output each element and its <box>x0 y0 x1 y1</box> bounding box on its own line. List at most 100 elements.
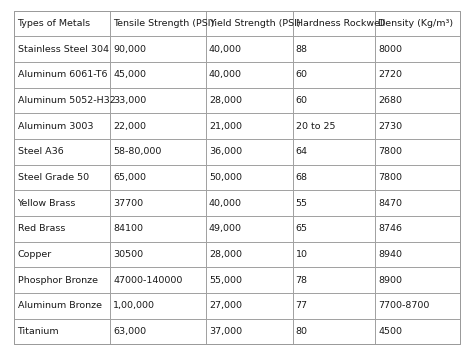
Bar <box>110 242 206 267</box>
Text: 90,000: 90,000 <box>113 45 146 54</box>
Bar <box>292 88 375 113</box>
Bar <box>14 139 110 165</box>
Text: Copper: Copper <box>18 250 52 259</box>
Text: Types of Metals: Types of Metals <box>18 19 91 28</box>
Bar <box>292 113 375 139</box>
Bar <box>375 113 460 139</box>
Text: 36,000: 36,000 <box>209 147 242 156</box>
Bar <box>206 11 292 36</box>
Text: 27,000: 27,000 <box>209 301 242 310</box>
Text: Phosphor Bronze: Phosphor Bronze <box>18 276 98 285</box>
Bar <box>206 113 292 139</box>
Text: 60: 60 <box>296 70 308 79</box>
Bar <box>292 139 375 165</box>
Text: 2730: 2730 <box>378 122 402 131</box>
Text: 88: 88 <box>296 45 308 54</box>
Text: Hardness Rockwell: Hardness Rockwell <box>296 19 385 28</box>
Bar <box>375 88 460 113</box>
Text: 65,000: 65,000 <box>113 173 146 182</box>
Bar <box>14 11 110 36</box>
Text: 37700: 37700 <box>113 199 144 208</box>
Bar <box>206 216 292 242</box>
Bar <box>14 36 110 62</box>
Text: 50,000: 50,000 <box>209 173 242 182</box>
Text: Aluminum 3003: Aluminum 3003 <box>18 122 93 131</box>
Text: 58-80,000: 58-80,000 <box>113 147 162 156</box>
Text: Steel Grade 50: Steel Grade 50 <box>18 173 89 182</box>
Bar <box>206 242 292 267</box>
Text: 33,000: 33,000 <box>113 96 146 105</box>
Text: 8900: 8900 <box>378 276 402 285</box>
Bar <box>375 293 460 319</box>
Bar <box>206 36 292 62</box>
Text: 7700-8700: 7700-8700 <box>378 301 429 310</box>
Text: 4500: 4500 <box>378 327 402 336</box>
Bar <box>292 165 375 190</box>
Bar <box>375 62 460 88</box>
Bar <box>292 11 375 36</box>
Bar <box>375 139 460 165</box>
Text: 2680: 2680 <box>378 96 402 105</box>
Text: 28,000: 28,000 <box>209 96 242 105</box>
Text: 22,000: 22,000 <box>113 122 146 131</box>
Text: 84100: 84100 <box>113 224 143 233</box>
Bar <box>110 293 206 319</box>
Bar <box>292 293 375 319</box>
Bar <box>292 36 375 62</box>
Bar <box>206 293 292 319</box>
Bar <box>292 62 375 88</box>
Text: 7800: 7800 <box>378 173 402 182</box>
Text: Red Brass: Red Brass <box>18 224 65 233</box>
Text: 65: 65 <box>296 224 308 233</box>
Bar <box>375 216 460 242</box>
Bar <box>292 242 375 267</box>
Text: 7800: 7800 <box>378 147 402 156</box>
Bar <box>375 242 460 267</box>
Bar <box>14 267 110 293</box>
Text: 8746: 8746 <box>378 224 402 233</box>
Bar <box>206 165 292 190</box>
Bar <box>292 216 375 242</box>
Text: 10: 10 <box>296 250 308 259</box>
Bar <box>110 319 206 344</box>
Text: Titanium: Titanium <box>18 327 59 336</box>
Text: 40,000: 40,000 <box>209 70 242 79</box>
Bar <box>110 36 206 62</box>
Bar <box>292 267 375 293</box>
Text: 49,000: 49,000 <box>209 224 242 233</box>
Text: Aluminum 5052-H32: Aluminum 5052-H32 <box>18 96 115 105</box>
Bar <box>14 293 110 319</box>
Bar <box>110 113 206 139</box>
Bar <box>110 88 206 113</box>
Text: 55,000: 55,000 <box>209 276 242 285</box>
Text: 55: 55 <box>296 199 308 208</box>
Text: Tensile Strength (PSI): Tensile Strength (PSI) <box>113 19 215 28</box>
Text: 64: 64 <box>296 147 308 156</box>
Text: 40,000: 40,000 <box>209 199 242 208</box>
Bar <box>110 11 206 36</box>
Bar <box>14 113 110 139</box>
Text: 63,000: 63,000 <box>113 327 146 336</box>
Text: 68: 68 <box>296 173 308 182</box>
Text: 30500: 30500 <box>113 250 144 259</box>
Text: 8940: 8940 <box>378 250 402 259</box>
Text: 47000-140000: 47000-140000 <box>113 276 183 285</box>
Bar <box>14 62 110 88</box>
Bar <box>206 267 292 293</box>
Bar <box>375 36 460 62</box>
Text: 2720: 2720 <box>378 70 402 79</box>
Text: 1,00,000: 1,00,000 <box>113 301 155 310</box>
Bar <box>14 165 110 190</box>
Text: Stainless Steel 304: Stainless Steel 304 <box>18 45 109 54</box>
Bar <box>110 190 206 216</box>
Bar <box>110 165 206 190</box>
Text: Yellow Brass: Yellow Brass <box>18 199 76 208</box>
Bar <box>14 88 110 113</box>
Bar <box>375 190 460 216</box>
Text: 78: 78 <box>296 276 308 285</box>
Bar <box>14 190 110 216</box>
Bar <box>375 267 460 293</box>
Bar <box>14 216 110 242</box>
Bar <box>206 319 292 344</box>
Bar <box>110 216 206 242</box>
